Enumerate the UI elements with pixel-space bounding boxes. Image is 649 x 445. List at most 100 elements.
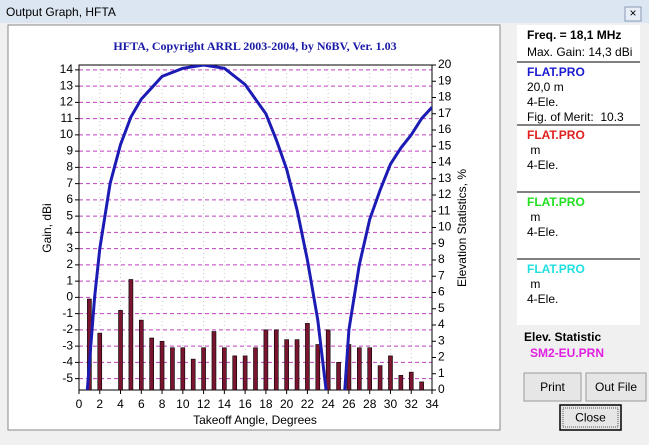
bar [325, 329, 331, 391]
y-tick-label: 13 [60, 78, 74, 92]
bar [294, 339, 300, 391]
close-icon[interactable]: × [629, 6, 636, 20]
button-label[interactable]: Close [575, 411, 606, 425]
y-tick-label: 6 [66, 192, 73, 206]
y-tick-label: 7 [66, 176, 73, 190]
x-tick-label: 34 [425, 397, 439, 411]
y2-tick-label: 2 [438, 350, 445, 364]
bar [388, 355, 393, 391]
file-info: m [527, 143, 540, 157]
x-axis-label: Takeoff Angle, Degrees [193, 413, 317, 427]
x-tick-label: 12 [197, 397, 211, 411]
bar [201, 347, 206, 391]
file-info: 4-Ele. [527, 292, 558, 306]
file-info: m [527, 277, 540, 291]
y-tick-label: 4 [66, 225, 73, 239]
bar [118, 310, 123, 391]
bar [305, 323, 310, 391]
bar [232, 355, 238, 391]
y2-tick-label: 16 [438, 122, 452, 136]
y-tick-label: 11 [61, 111, 74, 125]
bar [273, 329, 279, 391]
y-tick-label: -1 [62, 306, 73, 320]
bar [222, 347, 227, 391]
y2-tick-label: 6 [438, 285, 445, 299]
file-name: FLAT.PRO [527, 195, 585, 209]
y-tick-label: 2 [66, 257, 73, 271]
info-panel [517, 25, 640, 325]
bar [419, 381, 424, 391]
y2-tick-label: 4 [438, 317, 445, 331]
y-tick-label: -4 [62, 355, 73, 369]
y-tick-label: 9 [66, 143, 73, 157]
x-tick-label: 22 [301, 397, 315, 411]
bar [170, 347, 175, 391]
y2-tick-label: 9 [438, 236, 445, 250]
gain-line [85, 65, 432, 390]
bar [253, 347, 258, 391]
max-gain: Max. Gain: 14,3 dBi [527, 45, 632, 59]
x-tick-label: 0 [76, 397, 83, 411]
y2-tick-label: 7 [438, 268, 445, 282]
x-tick-label: 16 [238, 397, 252, 411]
x-tick-label: 8 [159, 397, 166, 411]
freq: Freq. = 18,1 MHz [527, 28, 621, 42]
bar [398, 375, 404, 391]
y2-tick-label: 8 [438, 252, 445, 266]
bar [149, 337, 154, 391]
bar [284, 339, 289, 391]
bar [190, 358, 196, 391]
y2-tick-label: 0 [438, 382, 445, 396]
window-title: Output Graph, HFTA [6, 5, 116, 19]
x-tick-label: 14 [218, 397, 232, 411]
y2-tick-label: 12 [438, 187, 452, 201]
bar [97, 332, 103, 391]
elev-file: SM2-EU.PRN [530, 346, 604, 360]
file-name: FLAT.PRO [527, 128, 585, 142]
file-info: Fig. of Merit: 10.3 [527, 110, 624, 124]
bar [263, 329, 269, 391]
x-tick-label: 10 [176, 397, 190, 411]
button-label[interactable]: Print [540, 380, 565, 394]
file-info: 20,0 m [527, 80, 564, 94]
y-axis-label: Gain, dBi [40, 203, 54, 252]
button-label[interactable]: Out File [595, 380, 637, 394]
x-tick-label: 4 [117, 397, 124, 411]
y-tick-label: 10 [60, 127, 74, 141]
y-tick-label: 8 [66, 160, 73, 174]
x-tick-label: 18 [259, 397, 273, 411]
button[interactable] [585, 372, 647, 402]
bar [377, 365, 383, 391]
y2-tick-label: 20 [438, 57, 452, 71]
y2-axis-label: Elevation Statistics, % [455, 169, 469, 287]
button[interactable] [559, 404, 622, 431]
bar [242, 355, 248, 391]
chart-title: HFTA, Copyright ARRL 2003-2004, by N6BV,… [113, 39, 396, 53]
bar [180, 347, 186, 391]
button[interactable] [523, 372, 582, 402]
close-box[interactable] [624, 6, 642, 22]
y-tick-label: 1 [66, 273, 73, 287]
y-tick-label: -3 [62, 338, 73, 352]
x-tick-label: 6 [138, 397, 145, 411]
y2-tick-label: 18 [438, 90, 452, 104]
focus-ring [562, 407, 619, 428]
elev-title: Elev. Statistic [524, 330, 601, 344]
x-tick-label: 20 [280, 397, 294, 411]
y-tick-label: 5 [66, 208, 73, 222]
file-info: m [527, 210, 540, 224]
file-info: 4-Ele. [527, 225, 558, 239]
y2-tick-label: 5 [438, 301, 445, 315]
x-tick-label: 2 [96, 397, 103, 411]
bar [211, 331, 217, 391]
file-name: FLAT.PRO [527, 65, 585, 79]
x-tick-label: 30 [384, 397, 398, 411]
bar [315, 344, 321, 391]
file-name: FLAT.PRO [527, 262, 585, 276]
y2-tick-label: 15 [438, 138, 452, 152]
y2-tick-label: 19 [438, 73, 452, 87]
bar [336, 362, 341, 391]
y-tick-label: 3 [66, 241, 73, 255]
